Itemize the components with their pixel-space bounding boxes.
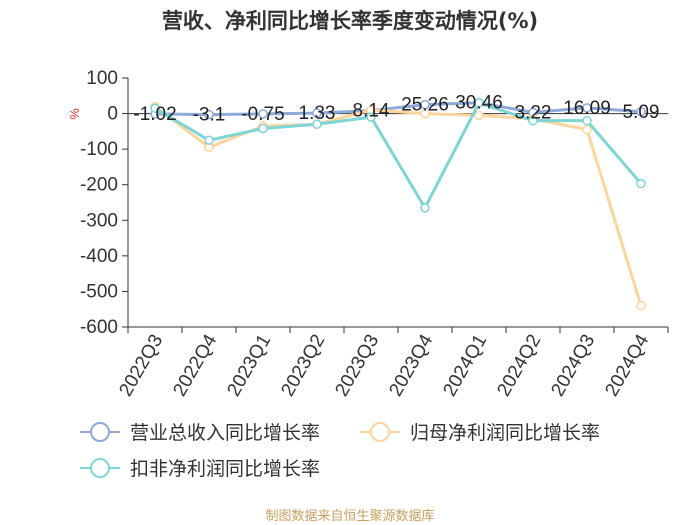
x-tick-label: 2024Q1: [439, 331, 491, 400]
x-tick-label: 2023Q4: [385, 331, 437, 400]
series-lines: [150, 97, 646, 311]
legend-label: 营业总收入同比增长率: [130, 422, 320, 444]
y-tick-label: 100: [86, 68, 118, 89]
data-label: -3.1: [193, 105, 226, 126]
legend-label: 归母净利润同比增长率: [410, 422, 600, 444]
legend-label: 扣非净利润同比增长率: [130, 458, 320, 480]
source-note: 制图数据来自恒生聚源数据库: [265, 508, 434, 524]
y-tick-label: 0: [107, 104, 118, 125]
legend-swatch-marker: [90, 458, 110, 478]
x-tick-label: 2024Q3: [547, 331, 599, 400]
x-tick-label: 2023Q3: [331, 331, 383, 400]
series-point: [420, 108, 430, 119]
data-labels: -1.02 -3.1 -0.75 1.33 8.14 25.26 30.46 3.22 16.0…: [133, 93, 659, 126]
series-point: [312, 108, 322, 118]
series-line: [154, 101, 642, 117]
y-tick-label: -200: [80, 175, 118, 196]
series-point: [150, 103, 160, 113]
series-point: [528, 115, 538, 126]
series-point: [312, 119, 322, 129]
series-point: [204, 135, 214, 145]
series-point: [582, 124, 592, 135]
y-tick-label: -400: [80, 246, 118, 267]
x-tick-label: 2024Q2: [493, 331, 545, 400]
data-label: 5.09: [623, 102, 660, 123]
series-line: [154, 105, 643, 307]
data-label: 8.14: [353, 101, 390, 122]
y-tick-label: -600: [80, 317, 118, 338]
x-tick-label: 2023Q2: [277, 331, 329, 400]
series-point: [474, 98, 484, 108]
series-point: [474, 110, 484, 121]
series-line: [154, 101, 643, 210]
series-point: [366, 112, 376, 122]
y-tick-label: -300: [80, 210, 118, 231]
series-point: [258, 123, 268, 134]
series-point: [420, 203, 430, 213]
x-tick-label: 2022Q4: [169, 331, 221, 400]
data-label: 25.26: [401, 95, 449, 116]
x-tick-label: 2024Q4: [601, 331, 653, 400]
data-label: 1.33: [299, 103, 336, 124]
series-point: [258, 109, 268, 119]
x-tick-label: 2022Q3: [115, 331, 167, 400]
data-label: 30.46: [455, 93, 503, 114]
legend-swatch-marker: [90, 422, 110, 442]
data-label: 16.09: [563, 98, 611, 119]
chart-title: 营收、净利同比增长率季度变动情况(%): [162, 9, 538, 33]
series-point: [636, 178, 646, 189]
y-tick-label: -500: [80, 281, 118, 302]
data-label: -0.75: [241, 104, 284, 125]
y-unit-label: %: [67, 108, 82, 120]
series-point: [420, 99, 430, 110]
series-point: [636, 107, 646, 117]
series-point: [582, 103, 592, 113]
legend-swatch-marker: [370, 422, 390, 442]
x-tick-label: 2023Q1: [223, 331, 275, 400]
series-point: [636, 300, 646, 311]
data-label: 3.22: [515, 102, 552, 123]
series-point: [582, 115, 592, 126]
data-label: -1.02: [133, 104, 176, 125]
series-point: [204, 109, 214, 120]
y-tick-label: -100: [80, 139, 118, 160]
